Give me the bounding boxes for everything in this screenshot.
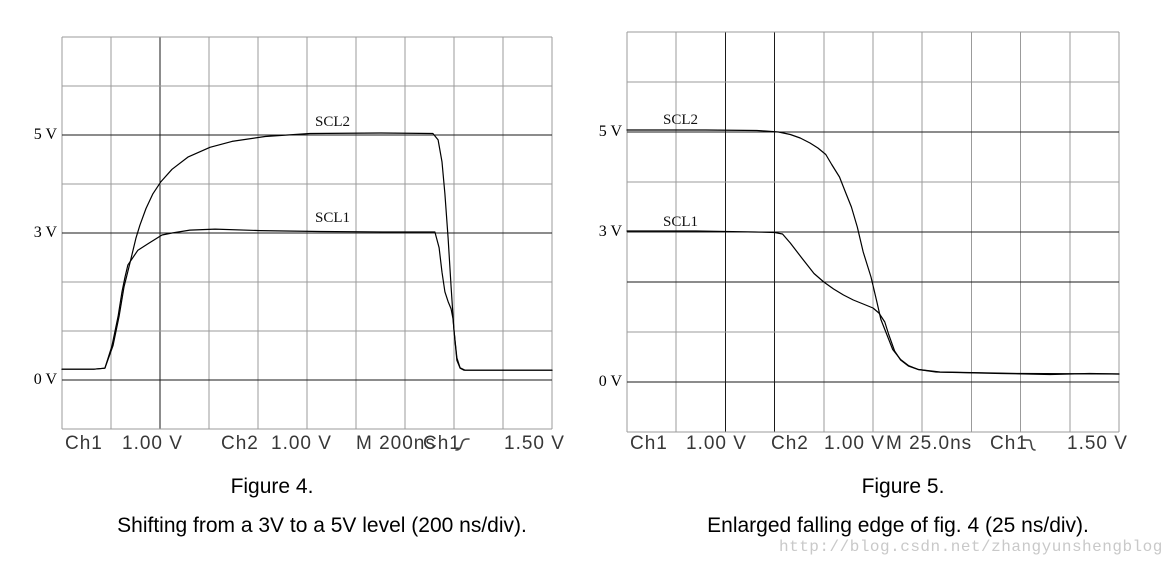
fig5-ylabel-5v: 5 V (598, 123, 622, 140)
fig4-status-timebase: M 200ns (356, 433, 436, 454)
falling-edge-trigger-icon (1022, 439, 1036, 451)
fig4-ylabel-5v: 5 V (33, 126, 57, 143)
fig4-status-ch1-scale: 1.00 V (122, 433, 183, 454)
fig5-trace-label-scl1: SCL1 (663, 214, 699, 230)
fig4-caption-text: Shifting from a 3V to a 5V level (200 ns… (117, 514, 527, 537)
fig4-status-trigger-level: 1.50 V (504, 433, 565, 454)
fig4-caption-title: Figure 4. (230, 475, 314, 498)
fig5-status-trigger-channel: Ch1 (990, 433, 1028, 454)
fig4-ylabel-0v: 0 V (33, 371, 57, 388)
fig4-status-ch2-scale: 1.00 V (271, 433, 332, 454)
fig5-status-ch1-scale: 1.00 V (686, 433, 747, 454)
fig4-ylabel-3v: 3 V (33, 224, 57, 241)
fig5-status-ch2: Ch2 (771, 433, 809, 454)
fig5-status-ch1: Ch1 (630, 433, 668, 454)
watermark-url: http://blog.csdn.net/zhangyunshengblog (779, 538, 1163, 556)
fig5-ylabel-3v: 3 V (598, 223, 622, 240)
fig5-status-ch2-scale: 1.00 V (824, 433, 885, 454)
fig4-trace-label-scl2: SCL2 (315, 114, 351, 130)
fig5-status-timebase: M 25.0ns (886, 433, 973, 454)
fig5-caption-title: Figure 5. (861, 475, 945, 498)
fig4-status-ch2: Ch2 (221, 433, 259, 454)
fig4-status-ch1: Ch1 (65, 433, 103, 454)
fig5-caption-text: Enlarged falling edge of fig. 4 (25 ns/d… (707, 514, 1089, 537)
fig5-trace-label-scl2: SCL2 (663, 112, 699, 128)
fig5-status-trigger-level: 1.50 V (1067, 433, 1128, 454)
fig4-trace-label-scl1: SCL1 (315, 210, 351, 226)
fig5-ylabel-0v: 0 V (598, 373, 622, 390)
rising-edge-trigger-icon (455, 438, 470, 451)
fig4-status-trigger-channel: Ch1 (423, 433, 461, 454)
